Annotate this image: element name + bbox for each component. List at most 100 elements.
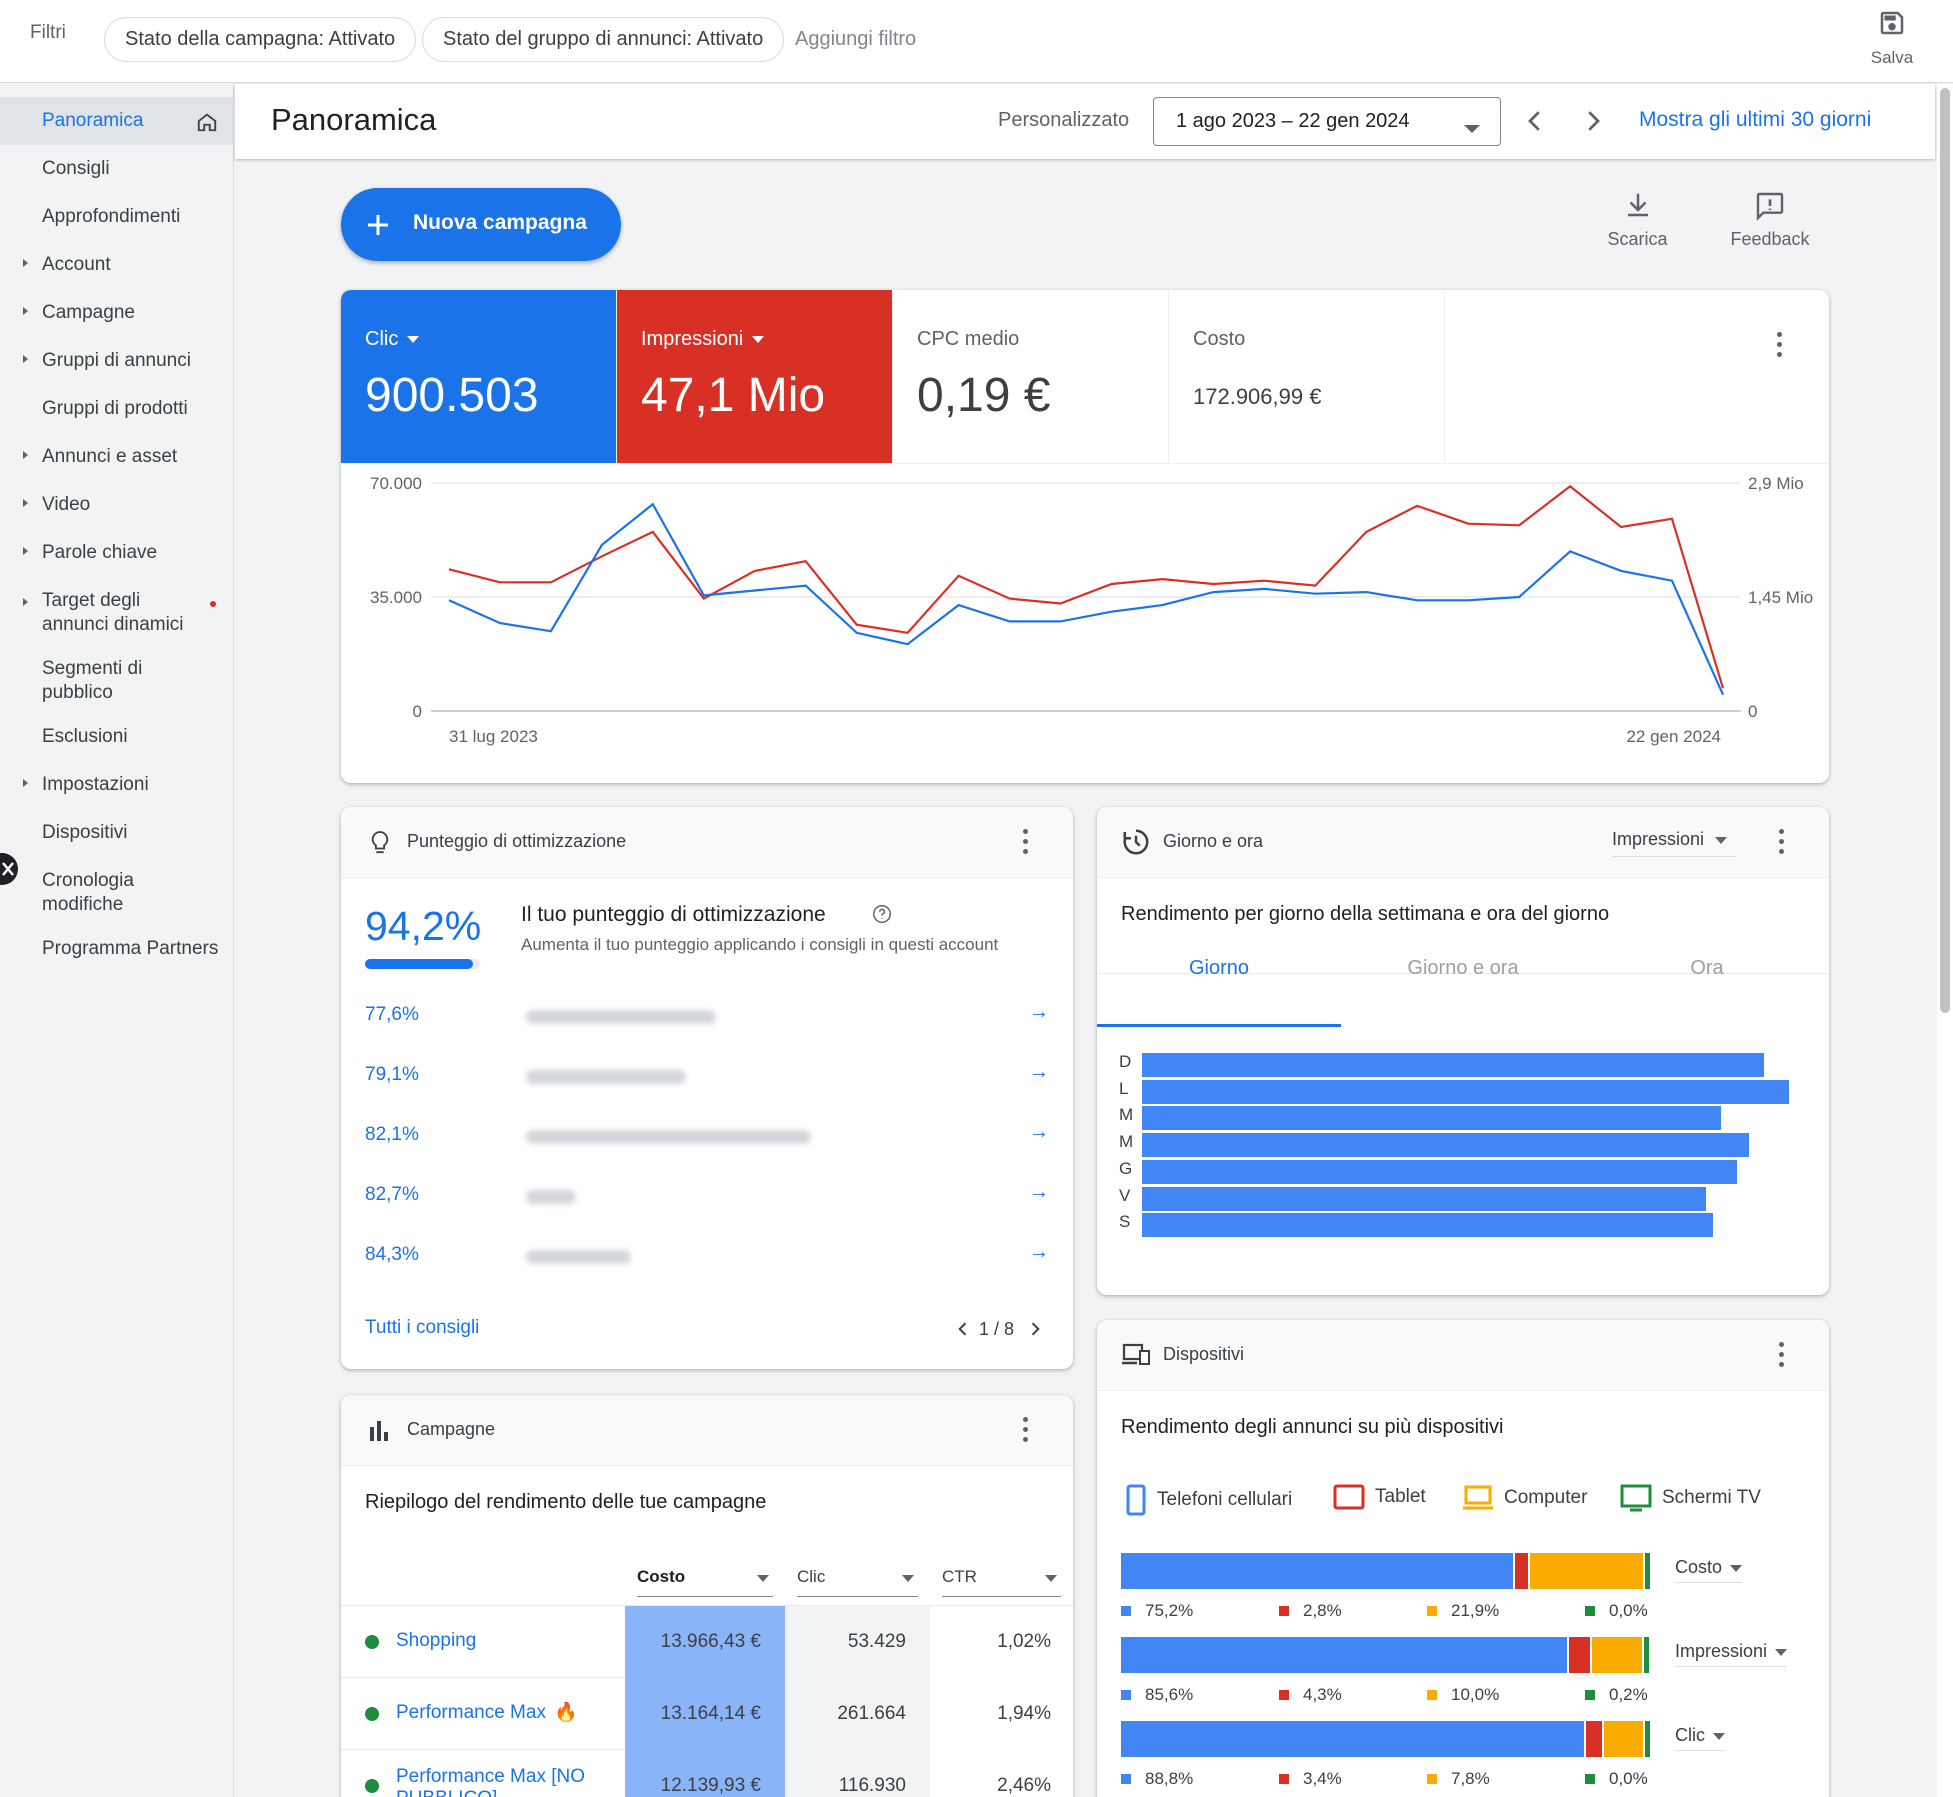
more-options-icon[interactable]	[1779, 1342, 1785, 1368]
sidebar-item-annunci-e-asset[interactable]: Annunci e asset	[0, 433, 234, 481]
chevron-right-icon[interactable]	[1025, 1318, 1045, 1340]
table-row[interactable]: Performance Max [NO PUBBLICO] 12.139,93 €…	[341, 1750, 1073, 1797]
card-title: Punteggio di ottimizzazione	[407, 831, 627, 851]
help-icon[interactable]	[871, 903, 893, 925]
more-options-icon[interactable]	[1779, 829, 1785, 855]
device-metric-dropdown[interactable]: Impressioni	[1675, 1641, 1788, 1667]
last-30-days-link[interactable]: Mostra gli ultimi 30 giorni	[1639, 108, 1872, 131]
recommendation-row[interactable]: 82,1% →	[341, 1121, 1073, 1164]
all-recommendations-link[interactable]: Tutti i consigli	[365, 1317, 480, 1338]
column-header-clic[interactable]: Clic	[797, 1567, 918, 1597]
table-row[interactable]: Shopping 13.966,43 €53.429 1,02%	[341, 1606, 1073, 1678]
metric-tile-1[interactable]: Clic 900.503	[341, 290, 617, 464]
device-metric-label: Impressioni	[1675, 1641, 1768, 1661]
sidebar-item-gruppi-di-annunci[interactable]: Gruppi di annunci	[0, 337, 234, 385]
campaign-name-link[interactable]: Shopping	[396, 1630, 611, 1654]
pagination-label: 1 / 8	[979, 1319, 1015, 1339]
more-options-icon[interactable]	[1023, 1417, 1029, 1443]
card-subtitle: Rendimento degli annunci su più disposit…	[1121, 1416, 1504, 1438]
new-campaign-button[interactable]: Nuova campagna	[341, 188, 621, 261]
sidebar-item-panoramica[interactable]: Panoramica	[0, 97, 234, 145]
sidebar-item-segmenti-di-pubblico[interactable]: Segmenti di pubblico	[0, 645, 234, 707]
legend-phone[interactable]: Telefoni cellulari	[1125, 1484, 1292, 1516]
date-range-picker[interactable]: 1 ago 2023 – 22 gen 2024	[1153, 97, 1501, 146]
optimization-heading: Il tuo punteggio di ottimizzazione	[521, 903, 826, 926]
sidebar-item-programma-partners[interactable]: Programma Partners	[0, 925, 234, 973]
percent-value: 88,8%	[1145, 1769, 1194, 1788]
filter-chip-campaign-status[interactable]: Stato della campagna: Attivato	[104, 17, 417, 62]
fire-icon: 🔥	[553, 1702, 578, 1723]
status-enabled-dot	[365, 1779, 379, 1793]
tab-hour[interactable]: Ora	[1690, 957, 1724, 979]
add-filter-button[interactable]: Aggiungi filtro	[795, 28, 917, 50]
tab-day[interactable]: Giorno	[1188, 957, 1250, 979]
home-icon	[196, 111, 218, 133]
download-button[interactable]: Scarica	[1600, 190, 1675, 260]
bar-chart-icon	[370, 1421, 388, 1441]
metric-tile-4[interactable]: Costo 172.906,99 €	[1169, 290, 1445, 464]
tab-day-and-hour[interactable]: Giorno e ora	[1407, 957, 1519, 979]
metric-label-text: Clic	[365, 328, 399, 350]
table-row[interactable]: Performance Max 🔥 13.164,14 €261.664 1,94%	[341, 1678, 1073, 1750]
metric-tile-3[interactable]: CPC medio 0,19 €	[893, 290, 1169, 464]
legend-computer[interactable]: Computer	[1462, 1484, 1587, 1516]
cell-clicks: 261.664	[785, 1678, 930, 1750]
cell-cost: 13.164,14 €	[625, 1678, 785, 1750]
next-period-icon[interactable]	[1578, 106, 1608, 136]
more-options-icon[interactable]	[1023, 829, 1029, 855]
legend-tablet[interactable]: Tablet	[1333, 1484, 1426, 1516]
collapse-sidebar-button[interactable]	[0, 853, 18, 885]
metric-tile-2[interactable]: Impressioni 47,1 Mio	[617, 290, 893, 464]
filter-chip-adgroup-status[interactable]: Stato del gruppo di annunci: Attivato	[422, 17, 785, 62]
sidebar-item-account[interactable]: Account	[0, 241, 234, 289]
cell-cost: 13.966,43 €	[625, 1606, 785, 1678]
chevron-left-icon[interactable]	[953, 1318, 973, 1340]
sidebar-item-consigli[interactable]: Consigli	[0, 145, 234, 193]
campaign-name-link[interactable]: Performance Max 🔥	[396, 1702, 611, 1726]
metric-value: 0,19 €	[917, 369, 1051, 422]
metric-dropdown[interactable]: Impressioni	[1612, 829, 1737, 857]
previous-period-icon[interactable]	[1520, 106, 1550, 136]
device-percent: 0,0%	[1585, 1769, 1648, 1789]
cell-clicks: 53.429	[785, 1606, 930, 1678]
legend-swatch	[1279, 1606, 1289, 1616]
sidebar-item-label: Account	[42, 254, 111, 275]
metric-label-text: Costo	[1193, 328, 1246, 350]
recommendation-row[interactable]: 79,1% →	[341, 1061, 1073, 1104]
device-percent: 7,8%	[1427, 1769, 1490, 1789]
device-metric-dropdown[interactable]: Costo	[1675, 1557, 1743, 1583]
recommendation-row[interactable]: 84,3% →	[341, 1241, 1073, 1284]
legend-tv[interactable]: Schermi TV	[1620, 1484, 1761, 1516]
sidebar-item-esclusioni[interactable]: Esclusioni	[0, 713, 234, 761]
legend-label: Schermi TV	[1662, 1487, 1761, 1508]
feedback-icon	[1756, 192, 1784, 221]
sidebar-item-approfondimenti[interactable]: Approfondimenti	[0, 193, 234, 241]
legend-swatch	[1121, 1774, 1131, 1784]
sidebar-item-dispositivi[interactable]: Dispositivi	[0, 809, 234, 857]
sidebar-item-campagne[interactable]: Campagne	[0, 289, 234, 337]
performance-card: Clic 900.503 Impressioni 47,1 Mio CPC medio 0…	[341, 290, 1829, 783]
sidebar-item-parole-chiave[interactable]: Parole chiave	[0, 529, 234, 577]
redacted-account-name	[526, 1130, 811, 1144]
sidebar-item-impostazioni[interactable]: Impostazioni	[0, 761, 234, 809]
campaign-name-link[interactable]: Performance Max [NO PUBBLICO]	[396, 1766, 611, 1797]
sidebar-item-video[interactable]: Video	[0, 481, 234, 529]
sidebar-item-gruppi-di-prodotti[interactable]: Gruppi di prodotti	[0, 385, 234, 433]
scrollbar-thumb[interactable]	[1940, 88, 1950, 1013]
device-segment-tv	[1645, 1721, 1652, 1757]
sidebar-item-target-degli-annunci-dinamici[interactable]: Target degli annunci dinamici	[0, 577, 234, 639]
campaigns-card: Campagne Riepilogo del rendimento delle …	[341, 1395, 1073, 1797]
percent-value: 0,0%	[1609, 1769, 1648, 1788]
day-bar	[1142, 1159, 1738, 1184]
save-button[interactable]: Salva	[1860, 8, 1924, 76]
y-right-tick: 1,45 Mio	[1748, 588, 1813, 607]
recommendation-row[interactable]: 77,6% →	[341, 1001, 1073, 1044]
column-header-ctr[interactable]: CTR	[942, 1567, 1061, 1597]
device-metric-dropdown[interactable]: Clic	[1675, 1725, 1725, 1751]
recommendation-row[interactable]: 82,7% →	[341, 1181, 1073, 1224]
feedback-button[interactable]: Feedback	[1722, 190, 1818, 260]
sidebar-item-label: Video	[42, 494, 91, 515]
sidebar-item-cronologia-modifiche[interactable]: Cronologia modifiche	[0, 857, 234, 919]
column-header-costo[interactable]: Costo	[637, 1567, 773, 1597]
more-options-icon[interactable]	[1777, 332, 1783, 358]
